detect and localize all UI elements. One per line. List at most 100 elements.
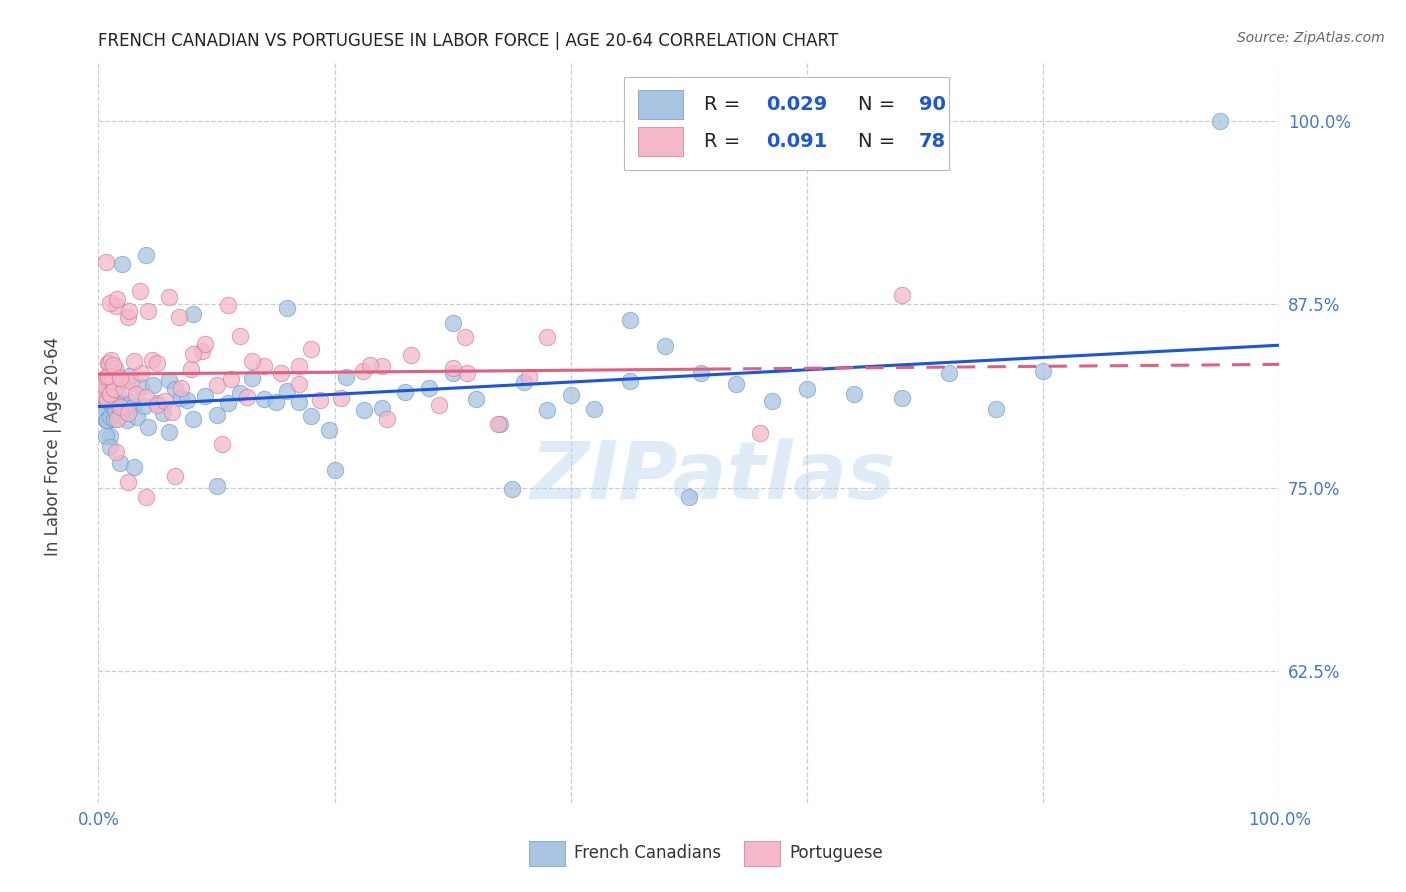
Point xyxy=(288,395,311,409)
Point xyxy=(761,394,783,409)
Point xyxy=(97,369,120,384)
Point xyxy=(105,412,128,426)
Point xyxy=(1032,364,1054,378)
Point xyxy=(93,384,115,399)
Point xyxy=(489,417,512,432)
Point xyxy=(157,290,180,304)
Point xyxy=(167,310,190,324)
Bar xyxy=(638,90,683,120)
Point xyxy=(236,390,259,404)
Point xyxy=(512,375,534,389)
Point xyxy=(98,440,121,454)
Point xyxy=(94,391,117,405)
Point xyxy=(441,317,464,331)
Point xyxy=(153,393,176,408)
Point xyxy=(1209,114,1232,128)
Point xyxy=(128,285,150,299)
Bar xyxy=(530,841,565,866)
Point xyxy=(217,395,239,409)
Point xyxy=(299,342,322,356)
Point xyxy=(270,366,292,380)
Text: Source: ZipAtlas.com: Source: ZipAtlas.com xyxy=(1237,31,1385,45)
Text: 0.091: 0.091 xyxy=(766,132,827,151)
Point xyxy=(94,254,117,268)
Point xyxy=(98,356,121,370)
Point xyxy=(98,387,121,401)
Point xyxy=(98,369,121,384)
Point xyxy=(94,370,117,384)
Point xyxy=(501,483,523,497)
Point xyxy=(318,423,340,437)
Text: N =: N = xyxy=(858,95,901,114)
Point xyxy=(180,361,202,376)
Text: 78: 78 xyxy=(920,132,946,151)
Point xyxy=(100,396,122,410)
Point xyxy=(456,366,478,380)
Point xyxy=(181,346,204,360)
Point xyxy=(181,307,204,321)
Point xyxy=(97,393,120,408)
Point xyxy=(108,371,131,385)
Point xyxy=(103,383,125,397)
Point xyxy=(108,408,131,422)
Point xyxy=(229,328,252,343)
Point xyxy=(104,361,127,376)
Point xyxy=(359,358,381,372)
Point xyxy=(276,384,298,398)
Point xyxy=(136,420,159,434)
Point xyxy=(108,400,131,414)
Point xyxy=(152,406,174,420)
Point xyxy=(264,395,287,409)
Point xyxy=(170,391,193,405)
Point xyxy=(157,373,180,387)
Point xyxy=(205,378,228,392)
Point xyxy=(127,409,149,424)
Point xyxy=(122,354,145,368)
Point xyxy=(536,330,558,344)
Point xyxy=(329,391,352,405)
Point xyxy=(176,393,198,408)
Point xyxy=(112,400,135,414)
Point xyxy=(401,348,423,362)
Point xyxy=(117,310,139,324)
Bar xyxy=(744,841,780,866)
Point xyxy=(536,402,558,417)
Point xyxy=(519,369,541,384)
Text: ZIPatlas: ZIPatlas xyxy=(530,438,896,516)
Point xyxy=(191,344,214,359)
Point xyxy=(146,399,169,413)
Point xyxy=(375,412,398,426)
Point xyxy=(371,401,394,415)
Point xyxy=(288,359,311,374)
Point xyxy=(118,369,141,384)
Point xyxy=(288,376,311,391)
Point xyxy=(94,429,117,443)
Point xyxy=(101,366,124,380)
Point xyxy=(352,364,374,378)
Text: In Labor Force | Age 20-64: In Labor Force | Age 20-64 xyxy=(45,336,62,556)
Point xyxy=(418,381,440,395)
Point xyxy=(486,417,509,431)
Point xyxy=(111,257,134,271)
Point xyxy=(142,378,165,392)
Point xyxy=(134,400,156,414)
Point xyxy=(97,356,120,370)
Point xyxy=(160,405,183,419)
Point xyxy=(170,381,193,395)
Point xyxy=(98,296,121,310)
Text: Portuguese: Portuguese xyxy=(789,844,883,863)
Point xyxy=(583,402,606,417)
Point xyxy=(136,303,159,318)
Point xyxy=(441,361,464,376)
Point xyxy=(253,359,276,373)
Point xyxy=(353,403,375,417)
Point xyxy=(984,401,1007,416)
Point xyxy=(205,479,228,493)
Point xyxy=(105,299,128,313)
Point xyxy=(796,382,818,396)
Point xyxy=(890,288,912,302)
Point xyxy=(453,330,475,344)
Bar xyxy=(638,127,683,156)
Point xyxy=(146,396,169,410)
Point xyxy=(194,337,217,351)
